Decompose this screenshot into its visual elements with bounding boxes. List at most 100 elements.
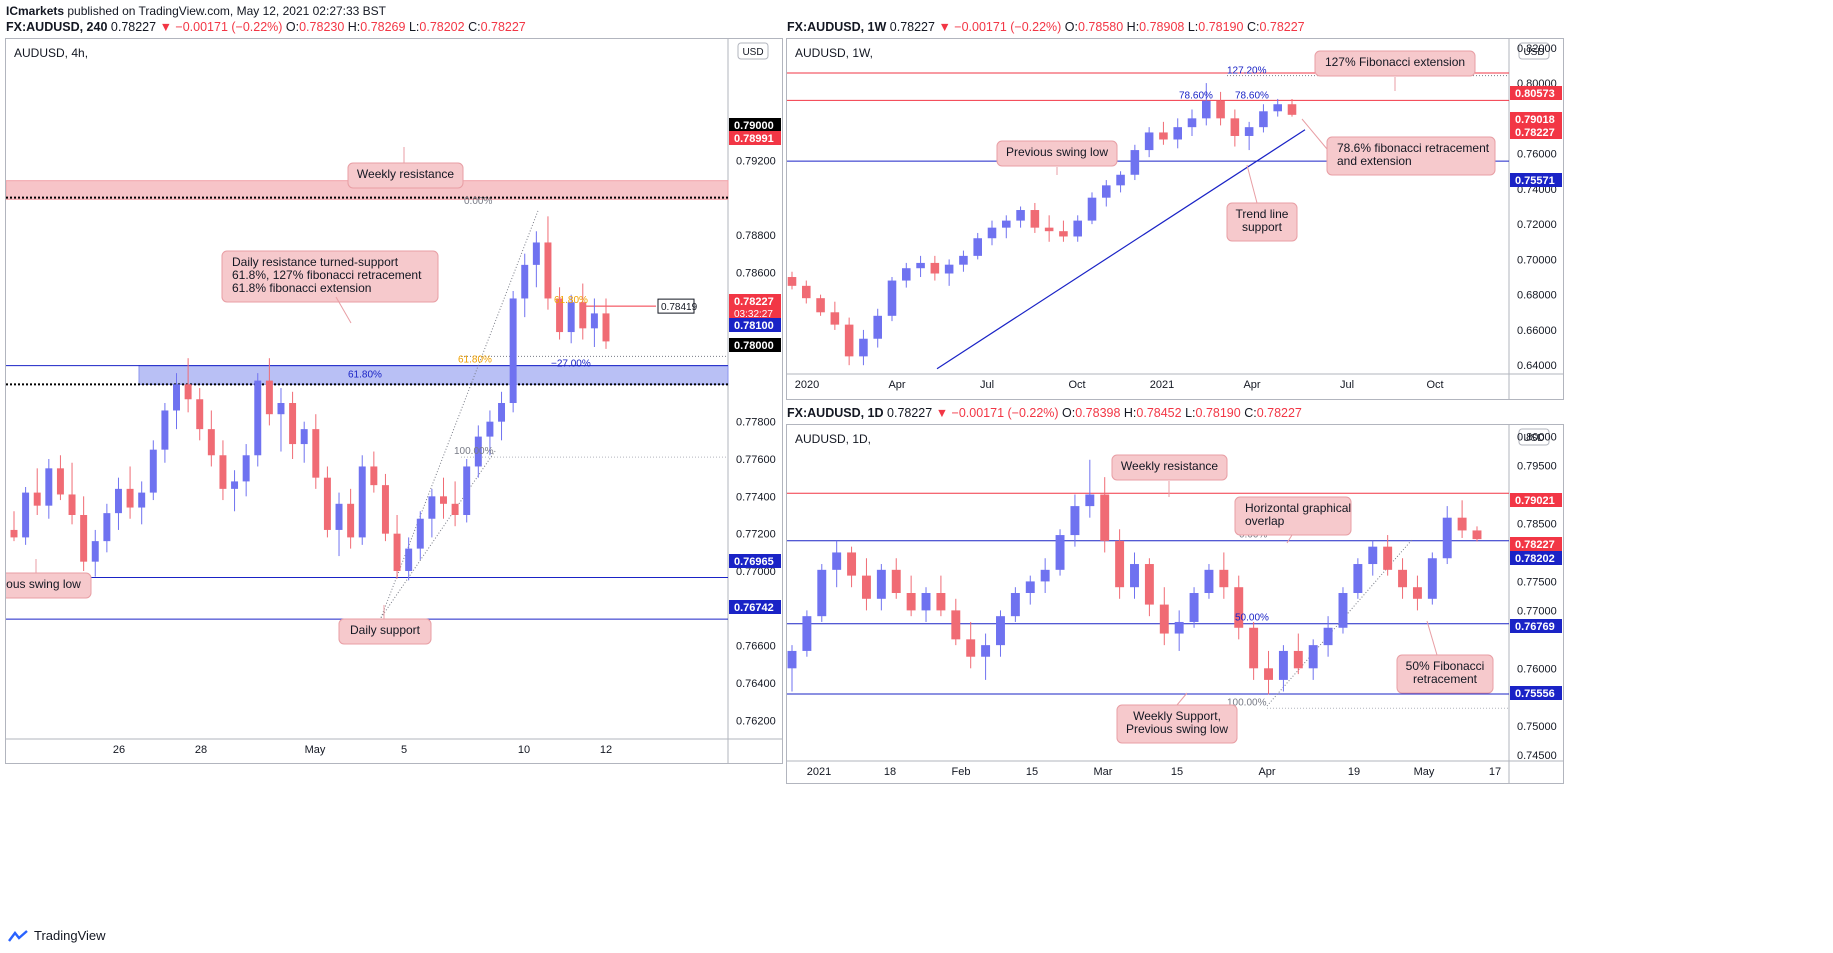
candle[interactable] (567, 294, 575, 344)
candle[interactable] (996, 610, 1005, 657)
candle[interactable] (544, 216, 552, 310)
candle[interactable] (486, 410, 494, 456)
candle[interactable] (405, 537, 413, 581)
chart-4h[interactable]: AUDUSD, 4h, USD 0.00% 61.80% 61.80% −27.00% 10… (6, 39, 782, 763)
candle[interactable] (254, 373, 262, 467)
candle[interactable] (1353, 558, 1363, 599)
candle[interactable] (1230, 109, 1240, 147)
currency-button[interactable]: USD (737, 42, 769, 60)
candle[interactable] (451, 481, 459, 527)
candle[interactable] (832, 540, 842, 588)
candle[interactable] (987, 220, 997, 246)
candle[interactable] (45, 459, 53, 519)
candle[interactable] (207, 410, 215, 467)
candle[interactable] (1293, 633, 1303, 675)
candle[interactable] (1287, 98, 1297, 117)
candle[interactable] (873, 308, 882, 348)
candle[interactable] (1025, 575, 1035, 605)
candle[interactable] (463, 459, 471, 523)
candle[interactable] (416, 511, 424, 560)
candle[interactable] (184, 358, 192, 413)
candle[interactable] (930, 255, 940, 281)
candle[interactable] (138, 481, 146, 525)
candle[interactable] (161, 403, 169, 463)
candle[interactable] (393, 515, 401, 579)
plot-area[interactable] (787, 39, 1509, 374)
candle[interactable] (1189, 587, 1199, 628)
candle[interactable] (981, 633, 991, 680)
candle[interactable] (887, 277, 897, 322)
candle[interactable] (847, 546, 857, 588)
candle[interactable] (1116, 171, 1125, 193)
candle[interactable] (1442, 506, 1452, 565)
candle[interactable] (312, 414, 320, 489)
candle[interactable] (844, 317, 854, 366)
candle[interactable] (1219, 552, 1229, 599)
candle[interactable] (579, 283, 587, 340)
candle[interactable] (56, 455, 64, 501)
candle[interactable] (1264, 650, 1273, 695)
candle[interactable] (951, 598, 961, 646)
candle[interactable] (959, 250, 968, 272)
candle[interactable] (944, 259, 954, 286)
candle[interactable] (440, 477, 447, 519)
candle[interactable] (1273, 98, 1282, 117)
candle[interactable] (921, 587, 931, 622)
candle[interactable] (1259, 104, 1268, 133)
candle[interactable] (787, 271, 797, 290)
candle[interactable] (966, 621, 976, 669)
chart-panel-4h[interactable]: AUDUSD, 4h, USD 0.00% 61.80% 61.80% −27.00% 10… (5, 38, 783, 764)
candle[interactable] (1059, 220, 1068, 242)
candle[interactable] (1234, 575, 1244, 640)
candle[interactable] (830, 301, 840, 330)
candle[interactable] (103, 503, 111, 553)
candle[interactable] (498, 391, 506, 441)
candle[interactable] (1368, 540, 1378, 576)
candle[interactable] (521, 253, 529, 318)
candle[interactable] (602, 298, 610, 349)
currency-button[interactable]: USD (1518, 428, 1550, 446)
candle[interactable] (1010, 587, 1020, 622)
candle[interactable] (1204, 564, 1214, 599)
candle[interactable] (1174, 610, 1184, 651)
candle[interactable] (509, 291, 517, 413)
candle[interactable] (861, 558, 871, 611)
candle[interactable] (219, 440, 227, 501)
candle[interactable] (1073, 215, 1082, 242)
candle[interactable] (149, 440, 157, 501)
candle[interactable] (358, 455, 366, 545)
candle[interactable] (936, 575, 946, 617)
currency-button[interactable]: USD (1518, 42, 1550, 60)
candle[interactable] (1427, 552, 1437, 605)
candle[interactable] (1338, 587, 1348, 634)
candle[interactable] (1187, 109, 1197, 136)
candle[interactable] (1130, 144, 1140, 181)
candle[interactable] (1100, 477, 1110, 553)
candle[interactable] (1144, 127, 1154, 158)
candle[interactable] (590, 298, 598, 347)
candle[interactable] (787, 645, 797, 692)
candle[interactable] (1159, 587, 1169, 646)
candle[interactable] (91, 529, 99, 577)
candle[interactable] (859, 329, 868, 366)
candle[interactable] (335, 492, 343, 557)
candle[interactable] (891, 558, 901, 599)
candle[interactable] (126, 466, 134, 519)
candle[interactable] (876, 564, 886, 611)
candle[interactable] (1412, 575, 1422, 611)
candle[interactable] (816, 294, 825, 316)
candle[interactable] (1002, 215, 1011, 239)
candle[interactable] (1472, 526, 1482, 542)
candle[interactable] (556, 287, 564, 340)
candle[interactable] (1159, 121, 1168, 145)
candle[interactable] (1398, 558, 1408, 599)
candle[interactable] (1278, 645, 1288, 692)
candle[interactable] (474, 425, 482, 478)
candle[interactable] (532, 231, 540, 288)
candle[interactable] (10, 511, 18, 542)
candle[interactable] (802, 280, 811, 304)
candle[interactable] (277, 388, 285, 452)
candle[interactable] (1202, 83, 1211, 126)
candle[interactable] (33, 468, 41, 515)
candle[interactable] (1216, 91, 1225, 126)
